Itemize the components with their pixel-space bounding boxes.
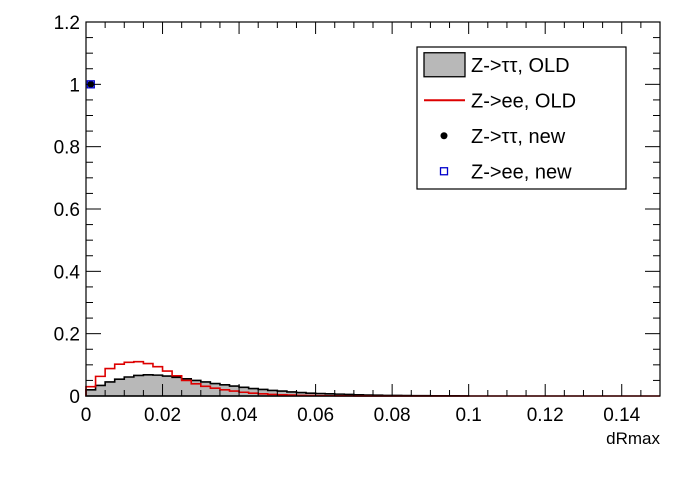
- x-tick-label: 0.08: [374, 405, 411, 426]
- x-tick-label: 0.02: [144, 405, 181, 426]
- y-tick-label: 0.8: [54, 138, 80, 159]
- x-tick-label: 0: [81, 405, 92, 426]
- y-tick-label: 0: [69, 387, 80, 408]
- y-tick-label: 0.4: [54, 262, 81, 283]
- x-tick-label: 0.1: [455, 405, 481, 426]
- legend-swatch-tautau-new: [440, 132, 448, 140]
- x-axis-title: dRmax: [606, 429, 660, 448]
- y-tick-label: 1.2: [54, 13, 80, 34]
- legend-swatch-tautau-old: [423, 52, 466, 78]
- y-tick-label: 0.2: [54, 325, 80, 346]
- y-tick-label: 1: [69, 75, 80, 96]
- axes: 0 0.02 0.04 0.06 0.08 0.1 0.12 0.14 0 0.2 0.4 0.6 0.…: [54, 13, 661, 448]
- legend-swatch-ee-new: [439, 167, 449, 176]
- x-tick-label: 0.14: [603, 405, 640, 426]
- x-tick-label: 0.06: [297, 405, 334, 426]
- y-tick-label: 0.6: [54, 200, 80, 221]
- legend-label: Z->ττ, OLD: [471, 55, 570, 77]
- x-tick-label: 0.04: [221, 405, 258, 426]
- legend-label: Z->ee, OLD: [471, 90, 576, 112]
- x-tick-label: 0.12: [527, 405, 564, 426]
- legend-label: Z->ττ, new: [471, 126, 566, 148]
- legend: Z->ττ, OLD Z->ee, OLD Z->ττ, new Z->ee, new: [416, 46, 627, 190]
- legend-label: Z->ee, new: [471, 161, 572, 183]
